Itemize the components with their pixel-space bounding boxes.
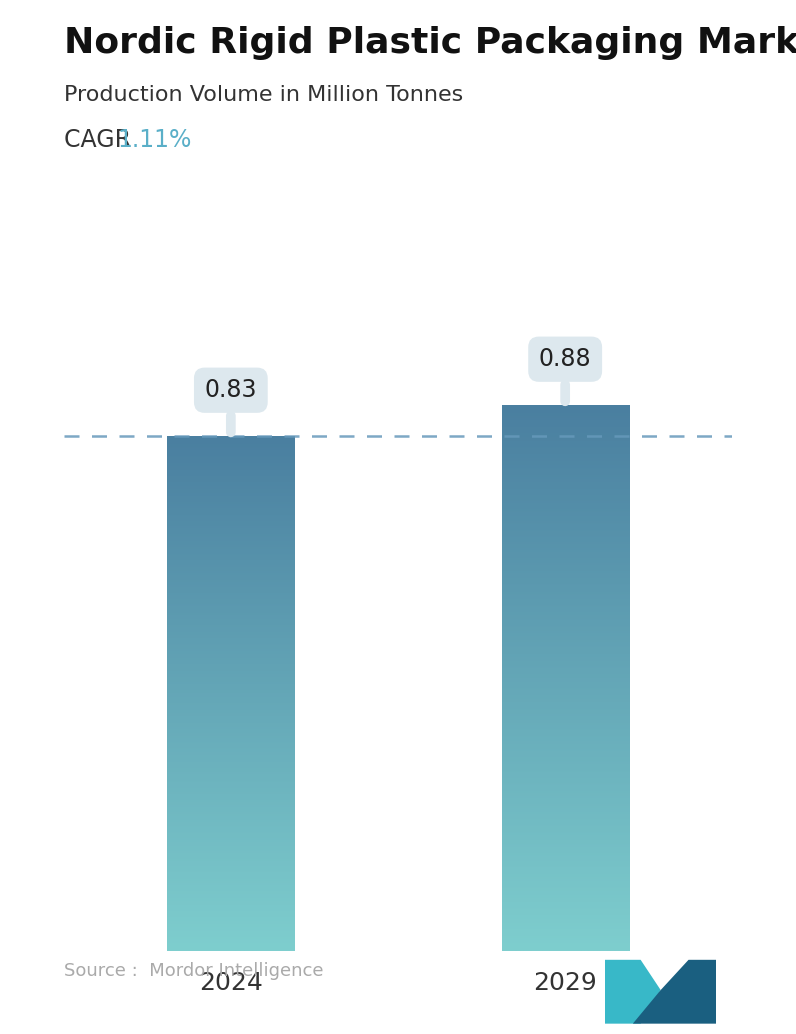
Polygon shape	[633, 960, 716, 1024]
Text: 0.83: 0.83	[205, 378, 257, 432]
Text: 1.11%: 1.11%	[118, 128, 192, 152]
Polygon shape	[605, 960, 661, 1024]
Text: CAGR: CAGR	[64, 128, 139, 152]
Text: Production Volume in Million Tonnes: Production Volume in Million Tonnes	[64, 85, 463, 104]
Text: Source :  Mordor Intelligence: Source : Mordor Intelligence	[64, 963, 323, 980]
Text: 0.88: 0.88	[539, 347, 591, 401]
Text: Nordic Rigid Plastic Packaging Market: Nordic Rigid Plastic Packaging Market	[64, 26, 796, 60]
